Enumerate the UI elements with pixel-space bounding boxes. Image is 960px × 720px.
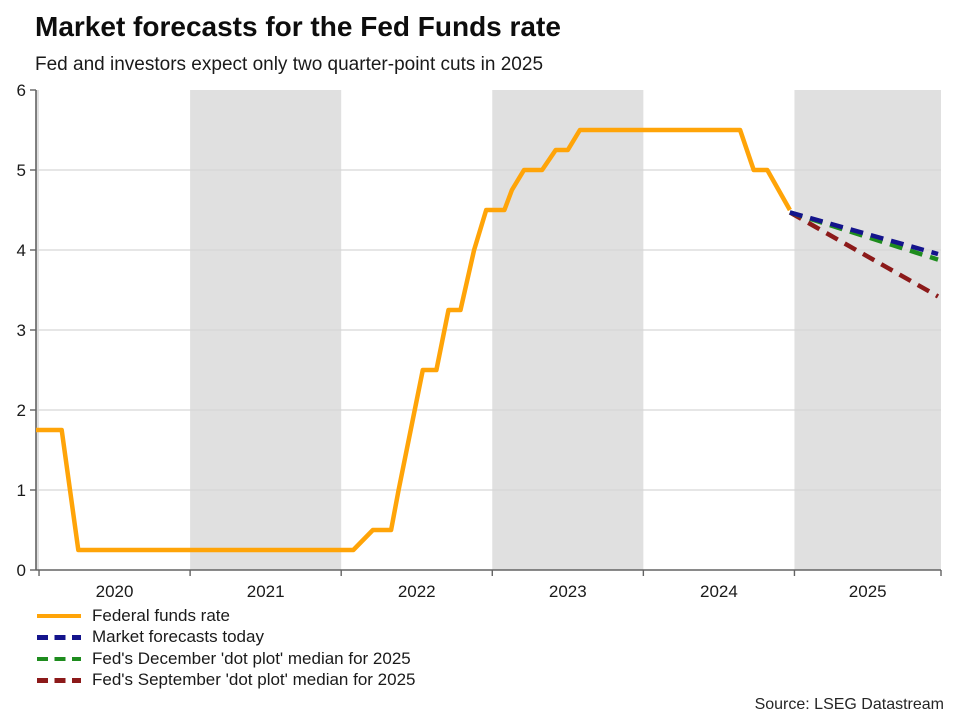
source-note: Source: LSEG Datastream <box>754 696 944 713</box>
legend-label: Market forecasts today <box>92 627 264 647</box>
legend-swatch-dashed-line-icon <box>37 656 81 661</box>
legend-label: Fed's September 'dot plot' median for 20… <box>92 670 416 690</box>
y-tick-label: 6 <box>17 81 26 100</box>
legend-item-september-dot-plot: Fed's September 'dot plot' median for 20… <box>37 670 415 692</box>
legend-item-federal-funds-rate: Federal funds rate <box>37 605 415 627</box>
chart-title: Market forecasts for the Fed Funds rate <box>35 11 561 42</box>
legend-swatch-solid-line-icon <box>37 613 81 618</box>
legend-item-december-dot-plot: Fed's December 'dot plot' median for 202… <box>37 648 415 670</box>
y-tick-label: 1 <box>17 481 26 500</box>
x-tick-label: 2020 <box>96 582 134 601</box>
y-tick-label: 4 <box>17 241 26 260</box>
series-line-fed-s-september-dot-plot-median-for-2025 <box>788 210 940 299</box>
x-tick-label: 2022 <box>398 582 436 601</box>
x-tick-label: 2025 <box>849 582 887 601</box>
y-tick-label: 0 <box>17 561 26 580</box>
y-tick-label: 2 <box>17 401 26 420</box>
legend-swatch-dashed-line-icon <box>37 678 81 683</box>
series-line-federal-funds-rate <box>36 127 792 553</box>
series-line-market-forecasts-today <box>789 210 939 257</box>
legend-label: Fed's December 'dot plot' median for 202… <box>92 648 411 668</box>
x-tick-label: 2024 <box>700 582 738 601</box>
chart-subtitle: Fed and investors expect only two quarte… <box>35 54 544 75</box>
x-tick-label: 2021 <box>247 582 285 601</box>
legend-item-market-forecasts: Market forecasts today <box>37 627 415 649</box>
legend-label: Federal funds rate <box>92 605 230 625</box>
y-tick-label: 3 <box>17 321 26 340</box>
x-tick-label: 2023 <box>549 582 587 601</box>
y-tick-label: 5 <box>17 161 26 180</box>
legend: Federal funds rate Market forecasts toda… <box>37 605 415 691</box>
legend-swatch-dashed-line-icon <box>37 635 81 640</box>
